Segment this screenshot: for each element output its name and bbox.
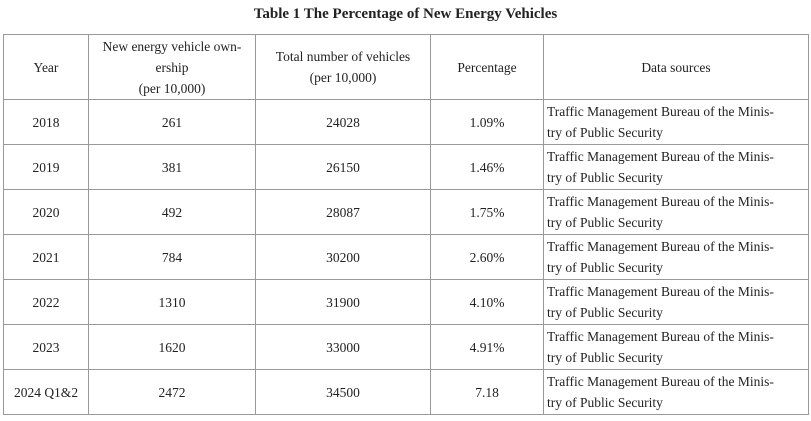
header-cell: Total number of vehicles (per 10,000) [255,34,431,100]
header-cell: Percentage [430,34,544,100]
cell-line: Traffic Management Bureau of the Minis- [547,194,774,209]
table-cell: 381 [88,144,256,190]
header-cell: Data sources [543,34,809,100]
table-cell: Traffic Management Bureau of the Minis-t… [543,324,809,370]
table-cell: 784 [88,234,256,280]
table-cell: 2021 [3,234,89,280]
table-cell: 4.10% [430,279,544,325]
table-cell: 30200 [255,234,431,280]
cell-line: try of Public Security [547,215,663,230]
header-cell: New energy vehicle own-ership (per 10,000… [88,34,256,100]
table-cell: 2020 [3,189,89,235]
table-cell: 1.09% [430,99,544,145]
table-cell: 34500 [255,369,431,415]
table-title: Table 1 The Percentage of New Energy Veh… [253,6,558,22]
cell-line: Traffic Management Bureau of the Minis- [547,104,774,119]
cell-line: try of Public Security [547,350,663,365]
table-cell: Traffic Management Bureau of the Minis-t… [543,369,809,415]
header-row: Year New energy vehicle own-ership (per 10… [3,34,809,100]
table-cell: 2024 Q1&2 [3,369,89,415]
table-cell: Traffic Management Bureau of the Minis-t… [543,99,809,145]
table-cell: 24028 [255,99,431,145]
cell-line: Traffic Management Bureau of the Minis- [547,239,774,254]
table-cell: Traffic Management Bureau of the Minis-t… [543,234,809,280]
table-cell: 1.75% [430,189,544,235]
table-cell: 1620 [88,324,256,370]
cell-line: (per 10,000) [138,80,206,96]
table-row: 2024 Q1&2 2472 34500 7.18 Traffic Management… [3,369,809,415]
cell-line: Traffic Management Bureau of the Minis- [547,374,774,389]
table-row: 2019 381 26150 1.46% Traffic Management Bure… [3,144,809,190]
table-cell: 7.18 [430,369,544,415]
table-cell: 2.60% [430,234,544,280]
table-row: 2022 1310 31900 4.10% Traffic Management Bur… [3,279,809,325]
table-body: 2018 261 24028 1.09% Traffic Management Bure… [3,99,809,415]
table-cell: 1.46% [430,144,544,190]
table-cell: 2472 [88,369,256,415]
cell-line: Traffic Management Bureau of the Minis- [547,149,774,164]
header-cell: Year [3,34,89,100]
table-row: 2018 261 24028 1.09% Traffic Management Bure… [3,99,809,145]
table-cell: 31900 [255,279,431,325]
table-cell: 26150 [255,144,431,190]
table-cell: 261 [88,99,256,145]
cell-line: try of Public Security [547,305,663,320]
table-row: 2021 784 30200 2.60% Traffic Management Bure… [3,234,809,280]
table: Year New energy vehicle own-ership (per 10… [3,34,809,415]
cell-line: Year [33,59,59,75]
cell-line: try of Public Security [547,170,663,185]
cell-line: try of Public Security [547,395,663,410]
table-cell: 4.91% [430,324,544,370]
cell-line: Traffic Management Bureau of the Minis- [547,329,774,344]
cell-line: try of Public Security [547,260,663,275]
table-cell: Traffic Management Bureau of the Minis-t… [543,144,809,190]
cell-line: ership [155,59,189,75]
cell-line: Data sources [641,59,711,75]
table-row: 2020 492 28087 1.75% Traffic Management Bure… [3,189,809,235]
cell-line: New energy vehicle own- [102,38,242,54]
table-cell: 33000 [255,324,431,370]
table-cell: Traffic Management Bureau of the Minis-t… [543,279,809,325]
cell-line: try of Public Security [547,125,663,140]
cell-line: Total number of vehicles [275,49,411,64]
table-cell: 2023 [3,324,89,370]
table-cell: 2019 [3,144,89,190]
table-cell: 2022 [3,279,89,325]
cell-line: Traffic Management Bureau of the Minis- [547,284,774,299]
table-cell: 28087 [255,189,431,235]
table-cell: 492 [88,189,256,235]
cell-line: Percentage [457,59,517,75]
table-cell: Traffic Management Bureau of the Minis-t… [543,189,809,235]
table-cell: 2018 [3,99,89,145]
cell-line: (per 10,000) [309,70,377,85]
table-cell: 1310 [88,279,256,325]
table-row: 2023 1620 33000 4.91% Traffic Management Bur… [3,324,809,370]
